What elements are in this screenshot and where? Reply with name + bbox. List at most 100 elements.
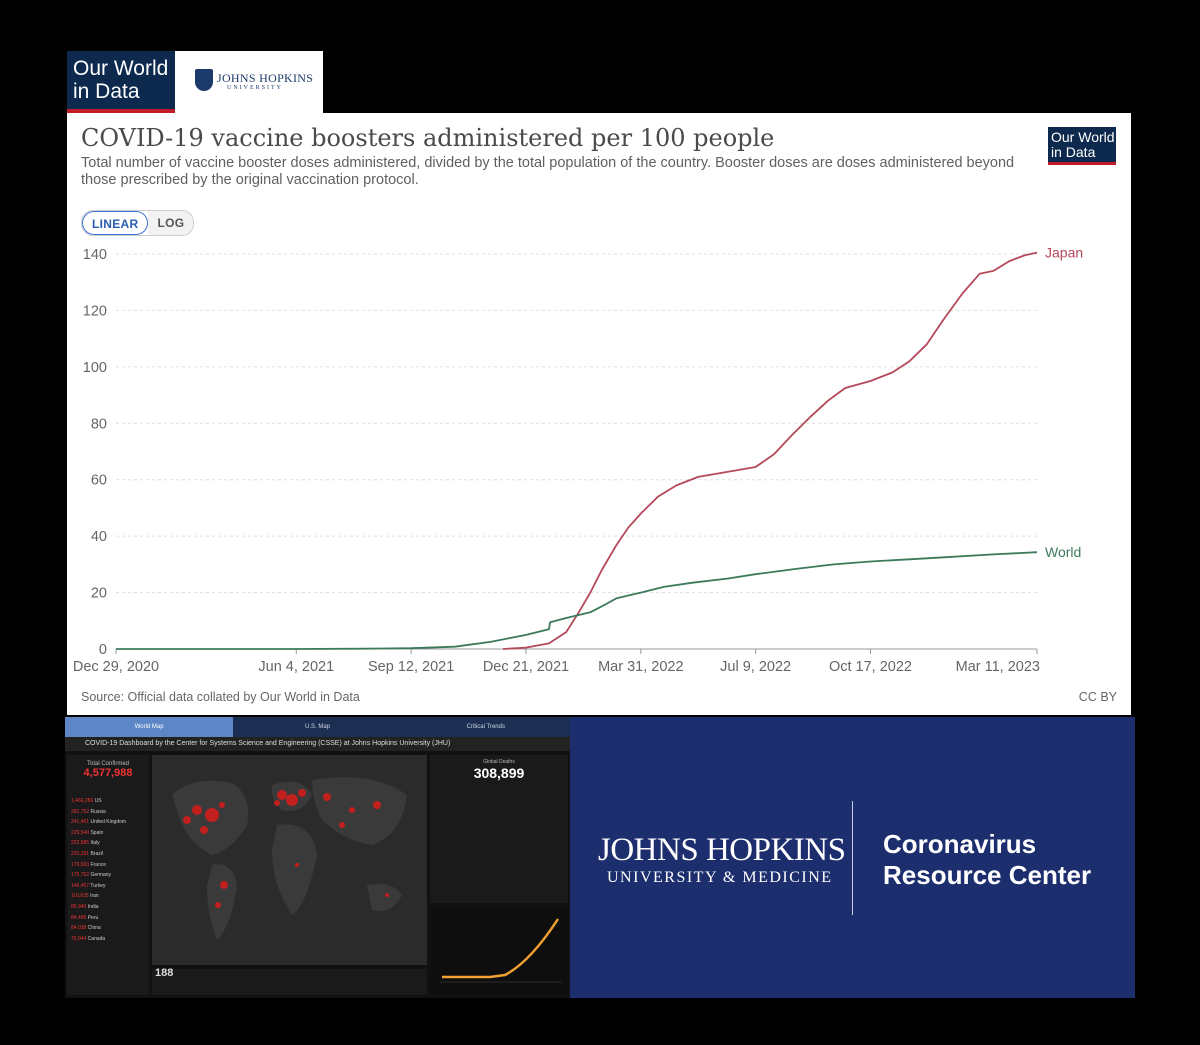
series-label-japan: Japan	[1045, 245, 1083, 261]
country-name: Canada	[86, 935, 106, 942]
jhu-logo-top: JOHNS HOPKINS UNIVERSITY	[175, 51, 323, 113]
owid-logo-chart: Our World in Data	[1048, 127, 1116, 165]
owid-logo-top: Our World in Data	[67, 51, 175, 113]
banner-jhu-sub: UNIVERSITY & MEDICINE	[607, 869, 833, 886]
country-count: 116,635	[71, 893, 89, 900]
chart-source: Source: Official data collated by Our Wo…	[81, 690, 360, 704]
trend-graph-shapes	[440, 918, 562, 983]
country-count: 84,495	[71, 914, 87, 921]
x-tick-label: Mar 31, 2022	[598, 659, 683, 675]
country-row: 223,885 Italy	[67, 839, 149, 850]
y-tick-label: 140	[83, 247, 107, 263]
country-count: 76,944	[71, 935, 87, 942]
country-row: 281,752 Russia	[67, 808, 149, 819]
global-deaths-panel: Global Deaths 308,899	[430, 755, 568, 903]
dashboard-tabs: World Map U.S. Map Critical Trends	[65, 717, 570, 737]
country-name: Russia	[89, 808, 106, 815]
country-count: 223,885	[71, 840, 90, 847]
dashboard-title: COVID-19 Dashboard by the Center for Sys…	[65, 737, 570, 751]
country-name: US	[93, 798, 102, 804]
country-count: 241,461	[71, 819, 90, 826]
country-name: India	[86, 903, 99, 910]
country-count: 281,752	[71, 808, 90, 815]
country-count: 84,038	[71, 925, 87, 932]
global-deaths-value: 308,899	[473, 765, 525, 781]
y-tick-label: 60	[91, 473, 107, 489]
jhu-logo-sub: UNIVERSITY	[227, 85, 283, 91]
y-tick-label: 100	[83, 360, 107, 376]
dashboard-count: 188	[155, 967, 174, 979]
x-tick-label: Mar 11, 2023	[956, 659, 1040, 675]
chart-panel: 0 20 40 60 80 100 120 140 Dec 29, 2020 Jun 4, 202…	[67, 113, 1131, 715]
banner-title: Coronavirus Resource Center	[883, 829, 1091, 891]
x-tick-label: Dec 21, 2021	[483, 659, 569, 675]
country-name: Turkey	[89, 882, 106, 889]
country-row: 116,635 Iran	[67, 892, 149, 903]
country-name: Italy	[89, 840, 100, 847]
dashboard-map-footer: 188	[152, 967, 427, 995]
country-count: 175,752	[71, 872, 90, 879]
banner-title-line1: Coronavirus	[883, 829, 1037, 859]
dashboard-tab-us-map: U.S. Map	[304, 724, 330, 730]
total-confirmed-label: Total Confirmed	[86, 761, 130, 767]
y-tick-label: 0	[99, 642, 107, 658]
jhu-logo-name: JOHNS HOPKINS	[217, 71, 314, 85]
country-row: 85,940 India	[67, 903, 149, 914]
chart-license: CC BY	[1078, 690, 1117, 704]
banner-title-line2: Resource Center	[883, 860, 1092, 890]
country-row: 84,038 China	[67, 924, 149, 935]
series-line-japan	[502, 251, 1038, 650]
dashboard-tab-critical-trends: Critical Trends	[466, 724, 505, 730]
country-row: 1,466,286 US	[67, 797, 149, 808]
series-label-world: World	[1045, 544, 1081, 560]
country-count: 85,940	[71, 903, 87, 910]
x-tick-label: Oct 17, 2022	[829, 659, 912, 675]
country-row: 220,291 Brazil	[67, 850, 149, 861]
x-tick-label: Jun 4, 2021	[258, 659, 334, 675]
crc-banner: JOHNS HOPKINS UNIVERSITY & MEDICINE Coro…	[570, 717, 1135, 998]
jhu-crest-icon	[195, 69, 213, 91]
country-count: 220,291	[71, 850, 90, 857]
country-count: 179,693	[71, 861, 90, 868]
total-confirmed-value: 4,577,988	[83, 767, 133, 779]
banner-jhu-name: JOHNS HOPKINS	[598, 832, 846, 868]
country-count: 1,466,286	[71, 798, 94, 804]
country-list: 1,466,286 US 281,752 Russia 241,461 United…	[67, 797, 149, 945]
dashboard-confirmed-panel: Total Confirmed 4,577,988 1,466,286 US 28…	[67, 755, 149, 995]
country-row: 84,495 Peru	[67, 914, 149, 925]
country-name: Spain	[89, 829, 104, 836]
y-tick-label: 40	[91, 529, 107, 545]
y-tick-label: 120	[83, 303, 107, 319]
country-row: 175,752 Germany	[67, 871, 149, 882]
x-tick-label: Jul 9, 2022	[720, 659, 791, 675]
x-tick-label: Dec 29, 2020	[73, 659, 159, 675]
world-map	[152, 755, 427, 965]
country-name: Iran	[88, 893, 99, 900]
country-count: 229,540	[71, 829, 90, 836]
country-count: 146,457	[71, 882, 90, 889]
country-name: Germany	[89, 872, 112, 879]
y-tick-label: 80	[91, 416, 107, 432]
chart-subtitle: Total number of vaccine booster doses ad…	[81, 155, 1015, 188]
country-row: 241,461 United Kingdom	[67, 818, 149, 829]
y-tick-label: 20	[91, 586, 107, 602]
global-deaths-label: Global Deaths	[483, 759, 515, 765]
country-row: 76,944 Canada	[67, 935, 149, 946]
country-row: 229,540 Spain	[67, 829, 149, 840]
chart-title: COVID-19 vaccine boosters administered p…	[81, 124, 775, 152]
country-name: Brazil	[89, 850, 103, 857]
linear-button[interactable]: LINEAR	[82, 211, 149, 235]
log-button[interactable]: LOG	[148, 211, 194, 235]
country-name: China	[86, 925, 101, 932]
world-map-shapes	[172, 777, 407, 940]
country-name: Peru	[86, 914, 99, 921]
x-tick-label: Sep 12, 2021	[368, 659, 454, 675]
series-line-world	[116, 551, 1038, 650]
country-name: France	[89, 861, 107, 868]
chart-plot: 0 20 40 60 80 100 120 140 Dec 29, 2020 Jun 4, 202…	[73, 245, 1083, 675]
dashboard-trend-graph	[430, 907, 568, 995]
country-row: 146,457 Turkey	[67, 882, 149, 893]
scale-toggle: LINEAR LOG	[81, 210, 195, 236]
banner-divider	[852, 801, 853, 915]
country-name: United Kingdom	[89, 819, 127, 826]
